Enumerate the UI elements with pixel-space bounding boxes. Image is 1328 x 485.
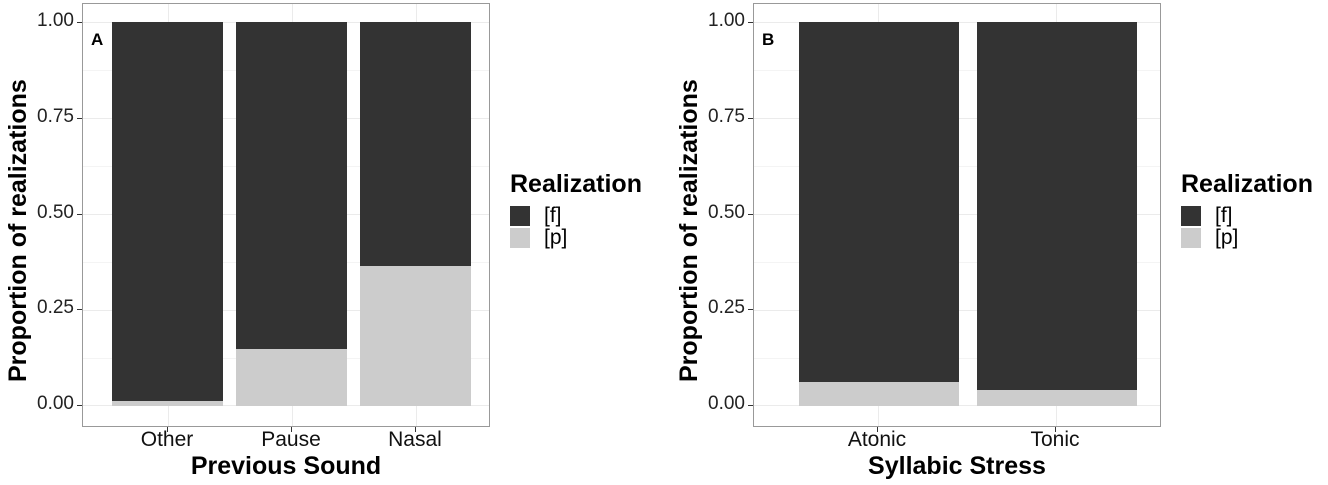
y-tick-mark [77, 22, 82, 23]
x-tick-mark [291, 427, 292, 432]
legend-item-p: [p] [510, 226, 642, 249]
legend-label: [p] [1215, 226, 1239, 249]
panel-tag: A [91, 30, 104, 49]
bar-segment-f [799, 22, 959, 382]
y-tick-mark [748, 214, 753, 215]
bar-segment-p [112, 401, 223, 406]
y-tick-label: 0.50 [37, 202, 74, 223]
x-tick-mark [415, 427, 416, 432]
x-tick-label: Pause [261, 428, 321, 451]
legend: Realization [f] [p] [1181, 170, 1313, 249]
legend-swatch [510, 206, 530, 226]
y-tick-label: 1.00 [37, 10, 74, 31]
legend-label: [p] [544, 226, 568, 249]
y-tick-label: 0.50 [708, 202, 745, 223]
legend: Realization [f] [p] [510, 170, 642, 249]
plot-area: B [753, 3, 1161, 427]
bar-other [112, 22, 223, 406]
legend-item-p: [p] [1181, 226, 1313, 249]
y-tick-mark [748, 309, 753, 310]
legend-label: [f] [544, 204, 562, 227]
x-tick-label: Other [140, 428, 194, 451]
bar-segment-f [112, 22, 223, 401]
y-tick-mark [748, 22, 753, 23]
y-tick-label: 0.00 [708, 393, 745, 414]
y-tick-mark [77, 214, 82, 215]
x-tick-mark [877, 427, 878, 432]
y-tick-mark [748, 405, 753, 406]
y-tick-label: 0.25 [708, 297, 745, 318]
x-axis-label: Syllabic Stress [868, 452, 1046, 480]
bar-pause [236, 22, 347, 406]
y-tick-label: 0.75 [708, 106, 745, 127]
bar-segment-p [977, 390, 1137, 406]
panel-tag: B [762, 30, 775, 49]
bar-tonic [977, 22, 1137, 406]
legend-title: Realization [510, 170, 642, 198]
y-tick-mark [748, 118, 753, 119]
x-tick-mark [1055, 427, 1056, 432]
x-tick-mark [167, 427, 168, 432]
y-tick-label: 1.00 [708, 10, 745, 31]
x-tick-label: Nasal [388, 428, 442, 451]
legend-swatch [510, 228, 530, 248]
y-tick-label: 0.00 [37, 393, 74, 414]
plot-area: A [82, 3, 490, 427]
bar-segment-p [360, 266, 471, 406]
bar-atonic [799, 22, 959, 406]
panel-a: Proportion of realizations 1.00 0.75 0.5… [4, 3, 642, 480]
bar-segment-p [799, 382, 959, 406]
legend-item-f: [f] [1181, 204, 1313, 227]
x-axis-label: Previous Sound [190, 452, 382, 480]
legend-item-f: [f] [510, 204, 642, 227]
legend-swatch [1181, 228, 1201, 248]
bar-segment-p [236, 349, 347, 406]
y-tick-label: 0.25 [37, 297, 74, 318]
bar-segment-f [977, 22, 1137, 390]
bar-segment-f [236, 22, 347, 349]
legend-label: [f] [1215, 204, 1233, 227]
x-tick-label: Atonic [847, 428, 907, 451]
y-tick-label: 0.75 [37, 106, 74, 127]
panel-b: Proportion of realizations 1.00 0.75 0.5… [671, 0, 1328, 485]
bar-segment-f [360, 22, 471, 266]
legend-title: Realization [1181, 170, 1313, 198]
y-tick-mark [77, 309, 82, 310]
bar-nasal [360, 22, 471, 406]
y-tick-mark [77, 118, 82, 119]
x-tick-label: Tonic [1030, 428, 1080, 451]
y-tick-mark [77, 405, 82, 406]
legend-swatch [1181, 206, 1201, 226]
